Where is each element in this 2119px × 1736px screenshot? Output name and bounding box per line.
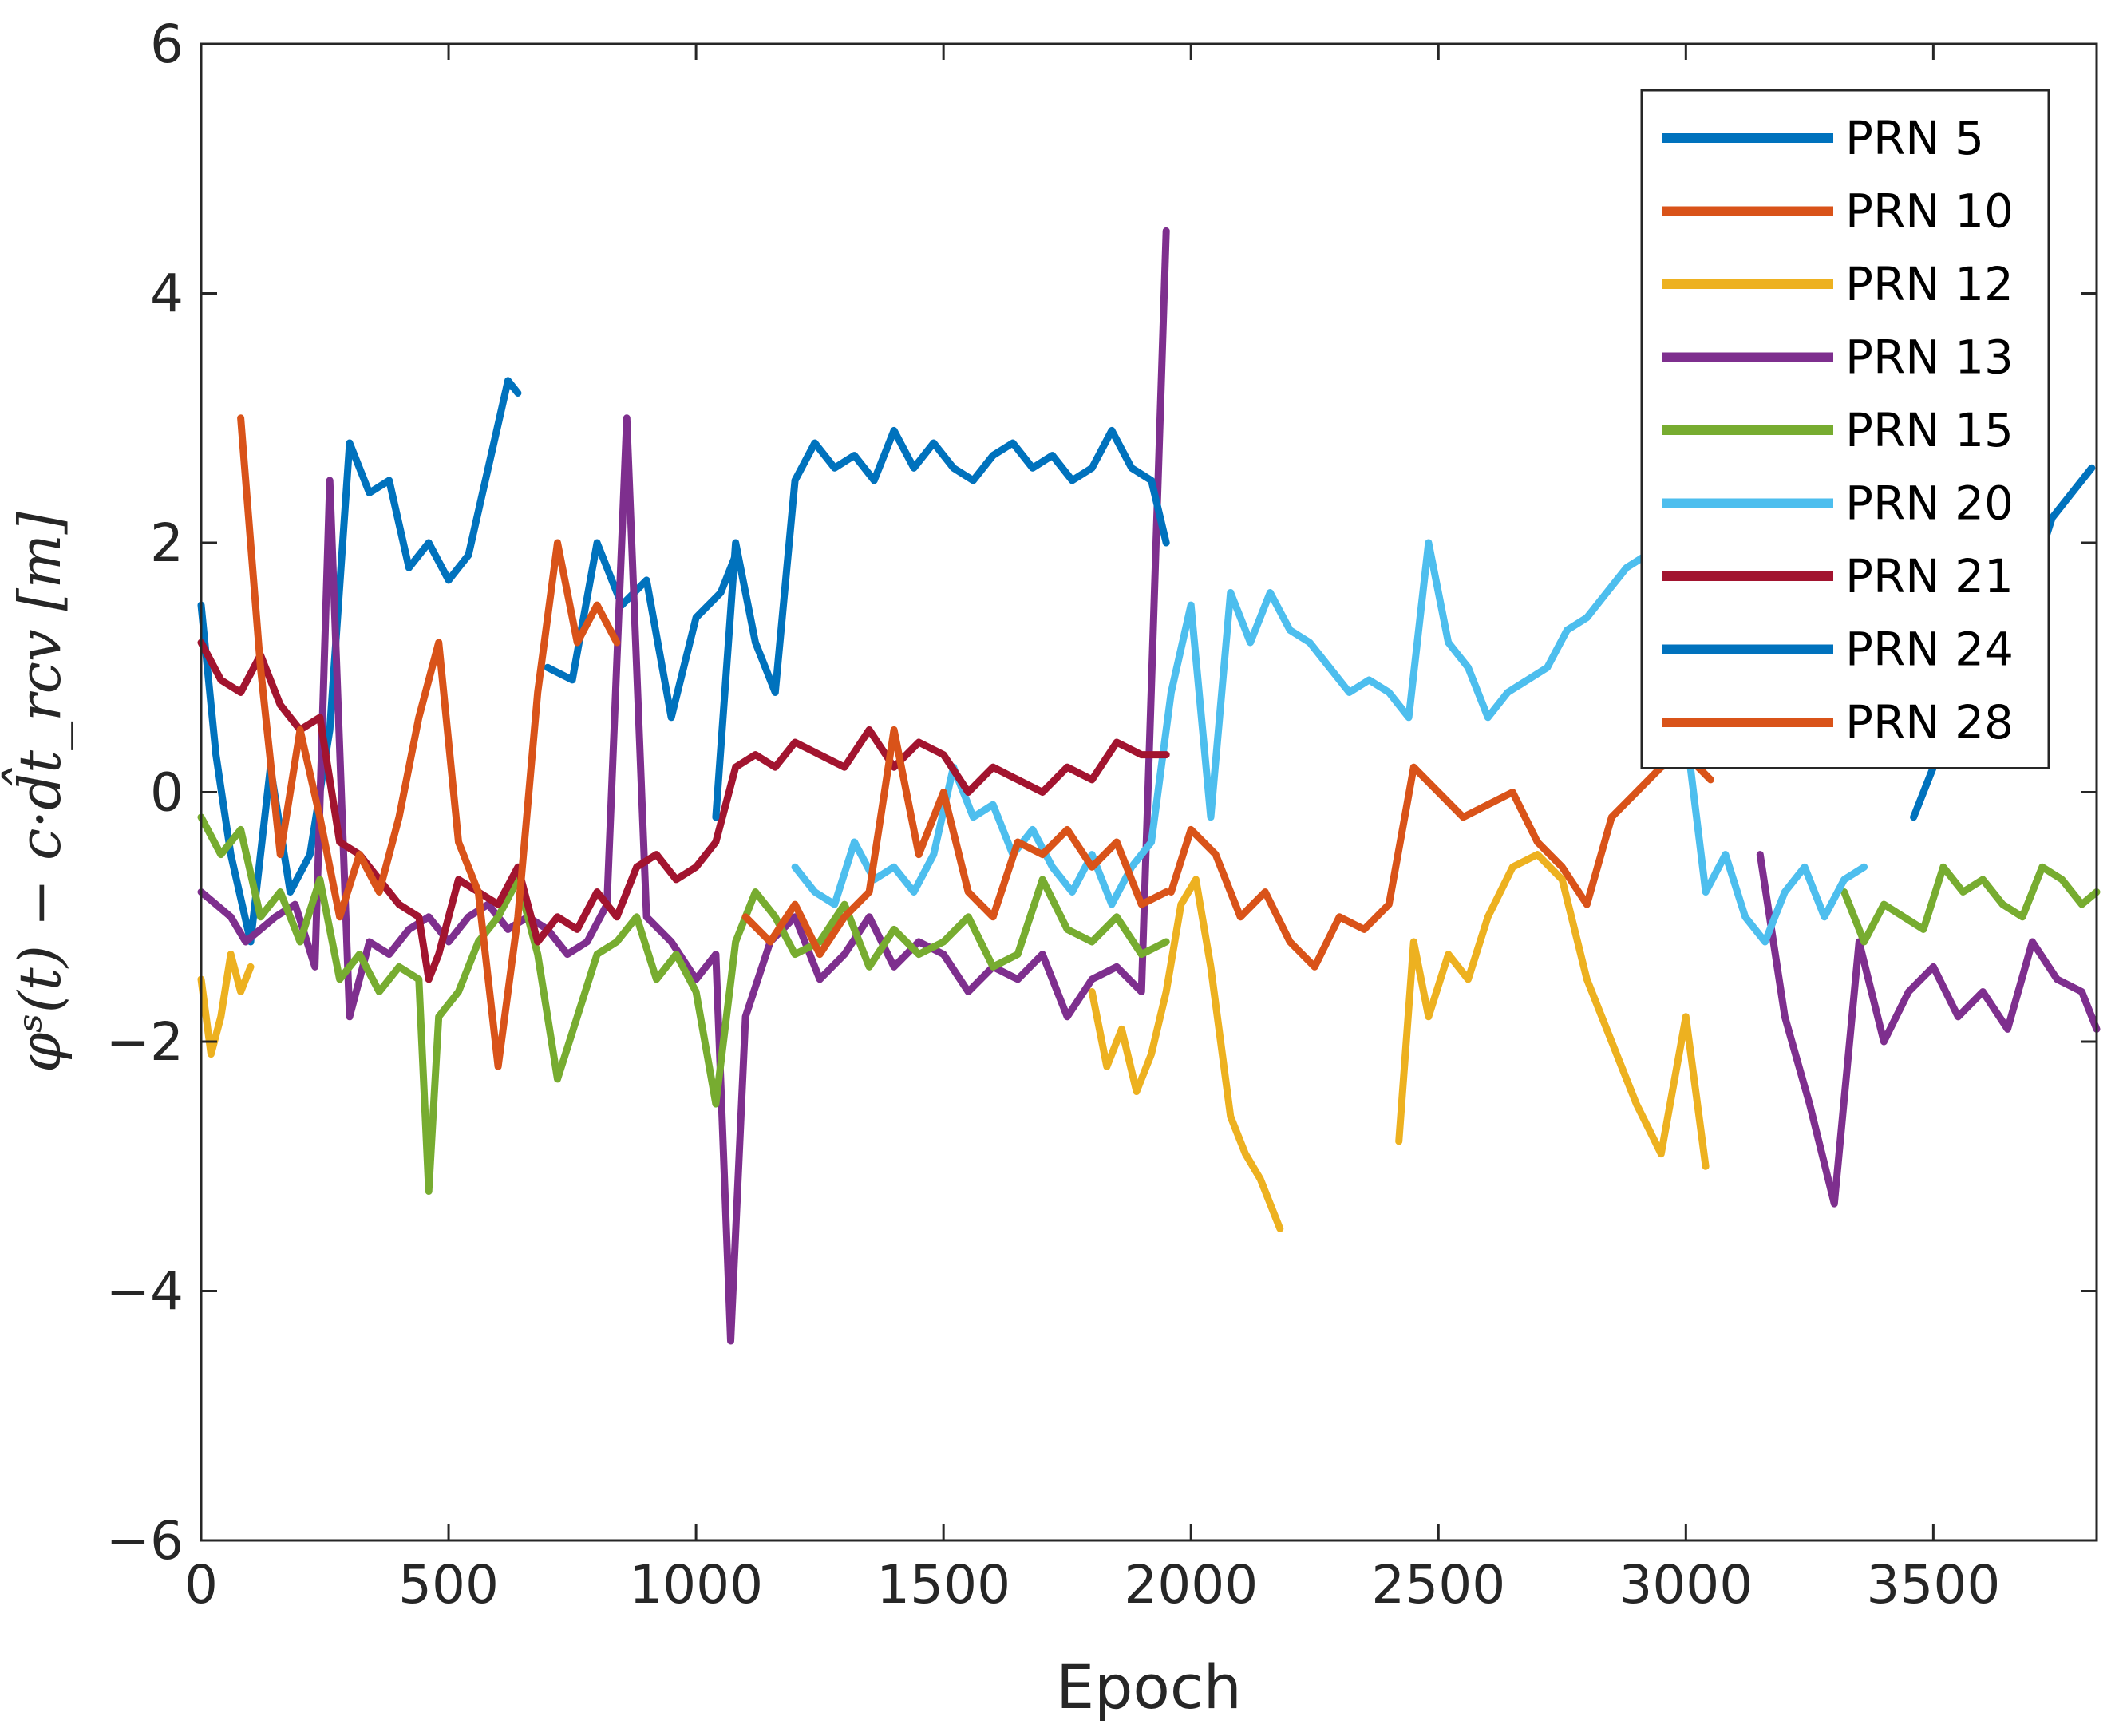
series-line-prn-21-seg-0 [197, 639, 1170, 983]
series-line-prn-5-seg-0 [197, 377, 522, 946]
legend-label: PRN 10 [1845, 184, 2014, 239]
legend: PRN 5 PRN 10 PRN 12 PRN 13 PRN 15 PRN 20 PRN 2… [1640, 89, 2050, 769]
legend-label: PRN 21 [1845, 549, 2014, 603]
y-axis-label: φˢ(t) − c·d̂t_rcv [m] [0, 511, 73, 1073]
x-tick-label: 1000 [629, 1554, 763, 1615]
x-tick-label: 2500 [1371, 1554, 1505, 1615]
x-tick-label: 2000 [1124, 1554, 1258, 1615]
series-line-prn-13-seg-1 [1756, 851, 2101, 1208]
x-axis-label: Epoch [1056, 1651, 1242, 1722]
series-line-prn-15-seg-0 [197, 813, 1170, 1195]
series-line-prn-12-seg-2 [1395, 851, 1710, 1170]
y-tick-label: −6 [106, 1510, 184, 1572]
x-tick-label: 500 [398, 1554, 499, 1615]
legend-label: PRN 13 [1845, 330, 2014, 385]
series-line-prn-28-seg-0 [237, 414, 621, 1070]
x-tick-label: 3500 [1866, 1554, 2000, 1615]
series-line-prn-13-seg-0 [197, 227, 1170, 1345]
series-line-prn-10-seg-0 [1167, 751, 1714, 971]
y-tick-label: −2 [106, 1011, 184, 1073]
legend-label: PRN 15 [1845, 403, 2014, 457]
series-line-prn-12-seg-1 [1088, 876, 1284, 1232]
y-tick-label: 6 [150, 14, 184, 75]
tick-layer: 0 500 1000 1500 2000 2500 3000 3500 −6 −4 −2 0 2 4 6 [106, 14, 2097, 1615]
series-line-prn-24-seg-0 [712, 426, 1170, 821]
y-tick-label: 4 [150, 263, 184, 325]
series-line-prn-28-seg-1 [741, 726, 1170, 959]
x-tick-label: 3000 [1619, 1554, 1753, 1615]
series-line-prn-15-seg-1 [1840, 863, 2101, 946]
legend-label: PRN 12 [1845, 257, 2014, 311]
y-tick-label: 0 [150, 762, 184, 824]
x-tick-label: 1500 [876, 1554, 1010, 1615]
y-tick-label: 2 [150, 512, 184, 574]
legend-label: PRN 5 [1845, 111, 1984, 165]
x-tick-label: 0 [184, 1554, 218, 1615]
legend-label: PRN 24 [1845, 623, 2014, 677]
legend-label: PRN 20 [1845, 477, 2014, 531]
y-tick-label: −4 [106, 1261, 184, 1323]
legend-label: PRN 28 [1845, 695, 2014, 749]
